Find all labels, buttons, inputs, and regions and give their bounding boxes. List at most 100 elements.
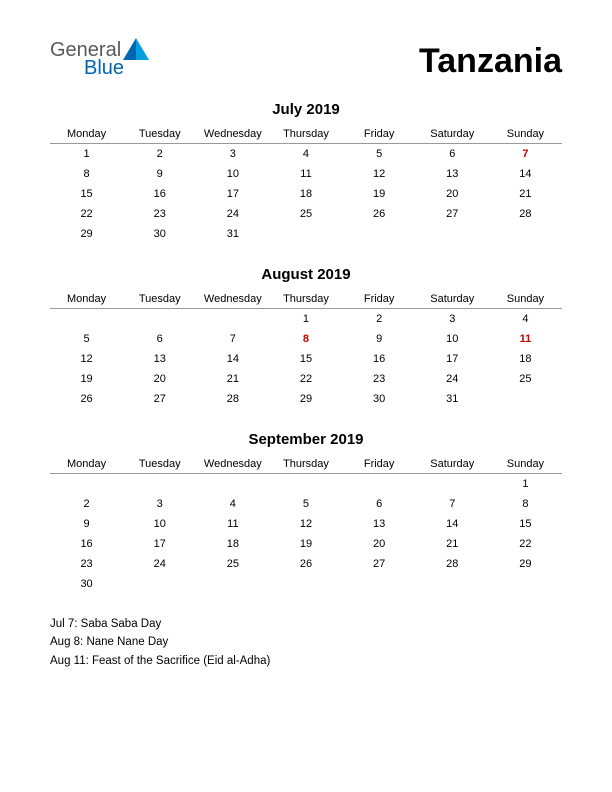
calendar-day: 5 bbox=[269, 494, 342, 514]
calendars-container: July 2019 MondayTuesdayWednesdayThursdayF… bbox=[50, 101, 562, 594]
calendar-month: August 2019MondayTuesdayWednesdayThursda… bbox=[50, 266, 562, 409]
calendar-week-row: 30 bbox=[50, 574, 562, 594]
calendar-day: 1 bbox=[269, 309, 342, 329]
calendar-day: 28 bbox=[489, 204, 562, 224]
calendar-grid: MondayTuesdayWednesdayThursdayFridaySatu… bbox=[50, 124, 562, 244]
calendar-day bbox=[196, 309, 269, 329]
calendar-day: 21 bbox=[489, 184, 562, 204]
weekday-header: Saturday bbox=[416, 454, 489, 474]
calendar-day: 24 bbox=[416, 369, 489, 389]
weekday-header: Wednesday bbox=[196, 124, 269, 144]
calendar-day bbox=[196, 574, 269, 594]
weekday-header: Sunday bbox=[489, 454, 562, 474]
calendar-day: 15 bbox=[50, 184, 123, 204]
weekday-header: Wednesday bbox=[196, 289, 269, 309]
calendar-day bbox=[123, 309, 196, 329]
calendar-day: 16 bbox=[50, 534, 123, 554]
calendar-day bbox=[269, 574, 342, 594]
calendar-day: 22 bbox=[269, 369, 342, 389]
weekday-header-row: MondayTuesdayWednesdayThursdayFridaySatu… bbox=[50, 454, 562, 474]
weekday-header: Friday bbox=[343, 289, 416, 309]
calendar-day: 14 bbox=[416, 514, 489, 534]
calendar-day: 31 bbox=[196, 224, 269, 244]
calendar-day bbox=[343, 574, 416, 594]
calendar-day: 6 bbox=[416, 144, 489, 164]
calendar-day bbox=[489, 224, 562, 244]
calendar-day: 24 bbox=[196, 204, 269, 224]
calendar-day: 11 bbox=[196, 514, 269, 534]
weekday-header: Saturday bbox=[416, 124, 489, 144]
calendar-day: 3 bbox=[416, 309, 489, 329]
weekday-header: Thursday bbox=[269, 454, 342, 474]
calendar-day: 17 bbox=[123, 534, 196, 554]
calendar-day: 12 bbox=[50, 349, 123, 369]
calendar-day: 27 bbox=[416, 204, 489, 224]
calendar-week-row: 2345678 bbox=[50, 494, 562, 514]
calendar-day: 7 bbox=[416, 494, 489, 514]
calendar-day: 10 bbox=[123, 514, 196, 534]
calendar-day: 6 bbox=[123, 329, 196, 349]
logo-text: General Blue bbox=[50, 40, 149, 78]
calendar-day: 9 bbox=[123, 164, 196, 184]
weekday-header-row: MondayTuesdayWednesdayThursdayFridaySatu… bbox=[50, 289, 562, 309]
calendar-day: 16 bbox=[123, 184, 196, 204]
calendar-day: 7 bbox=[196, 329, 269, 349]
weekday-header: Friday bbox=[343, 454, 416, 474]
calendar-day: 19 bbox=[343, 184, 416, 204]
calendar-day: 10 bbox=[416, 329, 489, 349]
calendar-week-row: 15161718192021 bbox=[50, 184, 562, 204]
calendar-day: 2 bbox=[123, 144, 196, 164]
weekday-header: Thursday bbox=[269, 289, 342, 309]
holidays-list: Jul 7: Saba Saba DayAug 8: Nane Nane Day… bbox=[50, 616, 562, 670]
calendar-week-row: 262728293031 bbox=[50, 389, 562, 409]
calendar-week-row: 22232425262728 bbox=[50, 204, 562, 224]
calendar-day: 23 bbox=[50, 554, 123, 574]
calendar-week-row: 1234 bbox=[50, 309, 562, 329]
weekday-header: Monday bbox=[50, 124, 123, 144]
calendar-week-row: 567891011 bbox=[50, 329, 562, 349]
weekday-header: Friday bbox=[343, 124, 416, 144]
calendar-week-row: 1234567 bbox=[50, 144, 562, 164]
calendar-day: 13 bbox=[416, 164, 489, 184]
calendar-day: 25 bbox=[196, 554, 269, 574]
calendar-day: 13 bbox=[343, 514, 416, 534]
calendar-day: 1 bbox=[50, 144, 123, 164]
calendar-month: September 2019MondayTuesdayWednesdayThur… bbox=[50, 431, 562, 594]
calendar-day: 16 bbox=[343, 349, 416, 369]
calendar-day bbox=[416, 574, 489, 594]
weekday-header: Thursday bbox=[269, 124, 342, 144]
calendar-day: 22 bbox=[50, 204, 123, 224]
calendar-day: 12 bbox=[269, 514, 342, 534]
calendar-day: 18 bbox=[489, 349, 562, 369]
calendar-day: 13 bbox=[123, 349, 196, 369]
calendar-day: 20 bbox=[123, 369, 196, 389]
calendar-day: 21 bbox=[196, 369, 269, 389]
calendar-day: 15 bbox=[489, 514, 562, 534]
logo-triangle-icon bbox=[123, 38, 149, 60]
calendar-day: 18 bbox=[196, 534, 269, 554]
calendar-day bbox=[489, 389, 562, 409]
calendar-day: 14 bbox=[489, 164, 562, 184]
calendar-day: 19 bbox=[269, 534, 342, 554]
weekday-header: Sunday bbox=[489, 289, 562, 309]
calendar-day: 8 bbox=[50, 164, 123, 184]
month-title: July 2019 bbox=[50, 101, 562, 118]
calendar-week-row: 891011121314 bbox=[50, 164, 562, 184]
calendar-day: 27 bbox=[343, 554, 416, 574]
calendar-day: 25 bbox=[489, 369, 562, 389]
calendar-day: 20 bbox=[416, 184, 489, 204]
calendar-day: 29 bbox=[269, 389, 342, 409]
weekday-header: Sunday bbox=[489, 124, 562, 144]
calendar-day: 21 bbox=[416, 534, 489, 554]
calendar-day bbox=[416, 224, 489, 244]
weekday-header: Wednesday bbox=[196, 454, 269, 474]
calendar-day: 29 bbox=[50, 224, 123, 244]
calendar-day: 20 bbox=[343, 534, 416, 554]
weekday-header: Monday bbox=[50, 454, 123, 474]
calendar-day bbox=[50, 474, 123, 494]
calendar-day: 28 bbox=[416, 554, 489, 574]
calendar-day: 17 bbox=[196, 184, 269, 204]
calendar-month: July 2019 MondayTuesdayWednesdayThursdayF… bbox=[50, 101, 562, 244]
calendar-day: 2 bbox=[343, 309, 416, 329]
calendar-week-row: 293031 bbox=[50, 224, 562, 244]
